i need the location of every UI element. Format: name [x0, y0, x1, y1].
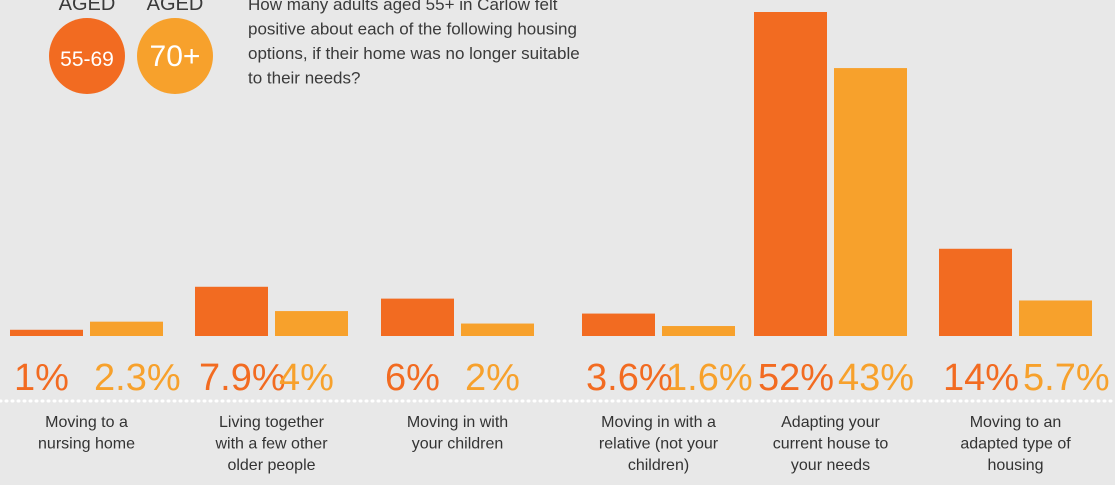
chart-title: positive about each of the following hou… — [248, 20, 577, 39]
bar — [381, 298, 454, 336]
value-label: 43% — [838, 357, 914, 399]
chart-title: How many adults aged 55+ in Carlow felt — [248, 0, 558, 14]
bar — [275, 311, 348, 336]
bar — [834, 68, 907, 337]
bar — [754, 12, 827, 336]
x-tick-label: nursing home — [38, 436, 135, 453]
x-tick-label: your children — [412, 436, 504, 453]
value-label: 5.7% — [1023, 357, 1110, 399]
chart-title: options, if their home was no longer sui… — [248, 44, 580, 63]
x-tick-label: Moving in with a — [601, 414, 716, 431]
x-tick-label: Moving in with — [407, 414, 508, 431]
legend-marker — [49, 18, 125, 94]
bar — [461, 323, 534, 336]
bar — [90, 321, 163, 336]
x-tick-label: relative (not your — [599, 436, 719, 453]
legend-caption: AGED — [147, 0, 204, 15]
legend-caption: AGED — [59, 0, 116, 15]
bar — [582, 313, 655, 336]
bar — [662, 326, 735, 336]
bar — [939, 248, 1012, 336]
value-label: 2.3% — [94, 357, 181, 399]
x-tick-label: adapted type of — [960, 436, 1071, 453]
x-tick-label: current house to — [773, 436, 889, 453]
chart-title: to their needs? — [248, 69, 360, 88]
value-label: 2% — [465, 357, 520, 399]
x-tick-label: Living together — [219, 414, 325, 431]
x-tick-label: Moving to a — [45, 414, 128, 431]
value-label: 3.6% — [586, 357, 673, 399]
x-tick-label: Moving to an — [970, 414, 1062, 431]
x-tick-label: housing — [987, 457, 1043, 474]
legend-label: 70+ — [150, 40, 201, 73]
legend-label: 55-69 — [60, 48, 114, 71]
bar — [1019, 300, 1092, 336]
x-tick-label: children) — [628, 457, 689, 474]
bar — [195, 286, 268, 336]
value-label: 7.9% — [199, 357, 286, 399]
value-label: 4% — [279, 357, 334, 399]
value-label: 52% — [758, 357, 834, 399]
value-label: 14% — [943, 357, 1019, 399]
value-label: 1% — [14, 357, 69, 399]
x-tick-label: older people — [227, 457, 315, 474]
legend-marker — [137, 18, 213, 94]
x-tick-label: Adapting your — [781, 414, 880, 431]
bar — [10, 329, 83, 336]
x-tick-label: your needs — [791, 457, 870, 474]
x-tick-label: with a few other — [214, 436, 328, 453]
value-label: 6% — [385, 357, 440, 399]
value-label: 1.6% — [666, 357, 753, 399]
